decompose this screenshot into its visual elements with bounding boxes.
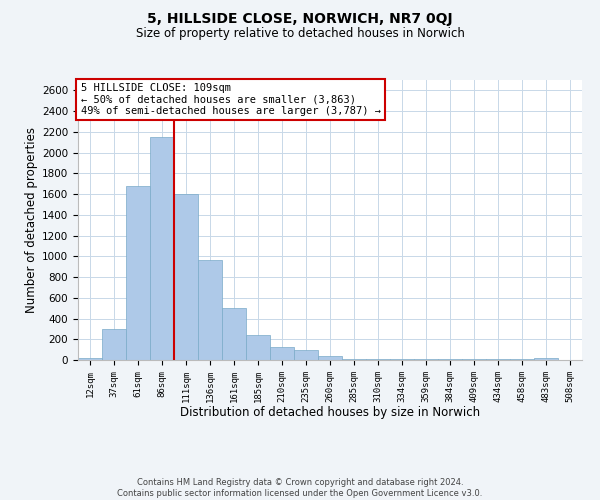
Bar: [222, 308, 246, 360]
X-axis label: Distribution of detached houses by size in Norwich: Distribution of detached houses by size …: [180, 406, 480, 419]
Bar: [150, 137, 174, 360]
Bar: [78, 358, 102, 360]
Text: 5, HILLSIDE CLOSE, NORWICH, NR7 0QJ: 5, HILLSIDE CLOSE, NORWICH, NR7 0QJ: [147, 12, 453, 26]
Y-axis label: Number of detached properties: Number of detached properties: [25, 127, 38, 313]
Bar: [246, 334, 270, 360]
Bar: [294, 350, 318, 360]
Text: 5 HILLSIDE CLOSE: 109sqm
← 50% of detached houses are smaller (3,863)
49% of sem: 5 HILLSIDE CLOSE: 109sqm ← 50% of detach…: [80, 83, 380, 116]
Text: Contains HM Land Registry data © Crown copyright and database right 2024.
Contai: Contains HM Land Registry data © Crown c…: [118, 478, 482, 498]
Bar: [126, 186, 150, 360]
Bar: [270, 346, 294, 360]
Text: Size of property relative to detached houses in Norwich: Size of property relative to detached ho…: [136, 28, 464, 40]
Bar: [318, 356, 342, 360]
Bar: [198, 260, 222, 360]
Bar: [102, 330, 126, 360]
Bar: [534, 358, 558, 360]
Bar: [174, 194, 198, 360]
